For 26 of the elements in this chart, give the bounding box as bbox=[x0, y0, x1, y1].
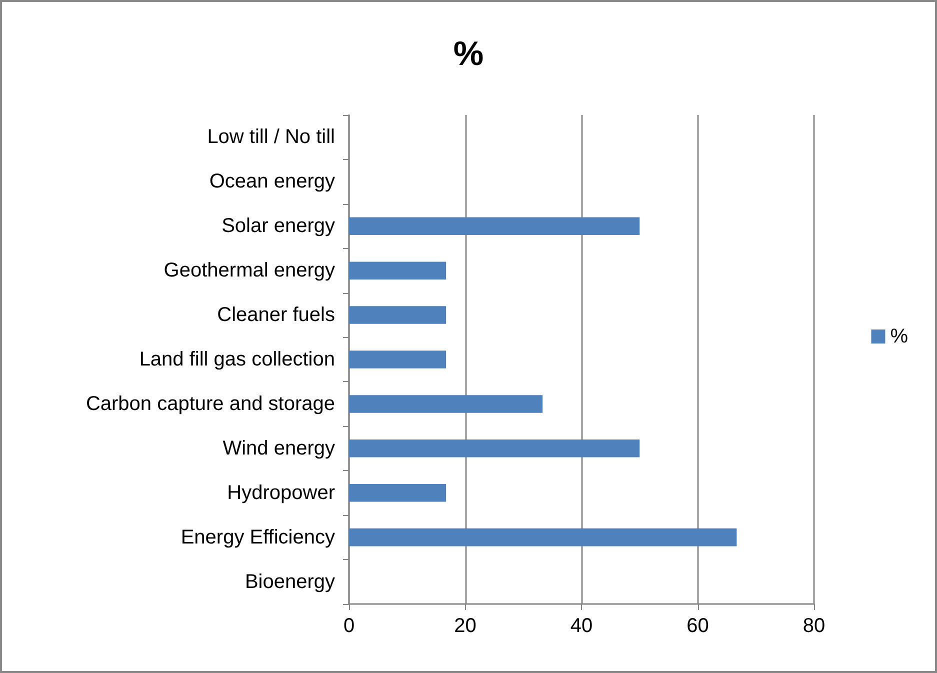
y-tick-label: Bioenergy bbox=[244, 570, 335, 593]
bar bbox=[349, 440, 640, 458]
bar bbox=[349, 484, 446, 502]
bar bbox=[349, 306, 446, 324]
y-tick-label: Solar energy bbox=[222, 215, 335, 238]
x-tick-label: 0 bbox=[343, 615, 355, 637]
bar bbox=[349, 395, 543, 413]
y-tick-label: Geothermal energy bbox=[164, 260, 335, 282]
x-tick-label: 20 bbox=[454, 615, 476, 637]
y-tick-label: Cleaner fuels bbox=[217, 304, 335, 326]
x-tick-label: 60 bbox=[686, 615, 709, 637]
legend-label: % bbox=[890, 326, 908, 348]
y-tick-label: Land fill gas collection bbox=[139, 348, 335, 370]
bar bbox=[349, 262, 446, 280]
chart-title: % bbox=[453, 35, 484, 73]
y-tick-label: Low till / No till bbox=[207, 126, 335, 148]
x-tick-label: 80 bbox=[802, 615, 826, 637]
y-tick-label: Hydropower bbox=[227, 482, 336, 504]
y-tick-label: Wind energy bbox=[222, 437, 335, 460]
y-tick-label: Energy Efficiency bbox=[180, 526, 335, 548]
y-tick-label: Ocean energy bbox=[209, 170, 335, 193]
bar bbox=[349, 528, 737, 546]
x-tick-label: 40 bbox=[570, 615, 593, 637]
y-tick-label: Carbon capture and storage bbox=[86, 392, 335, 415]
bar bbox=[349, 217, 640, 236]
bar bbox=[349, 350, 446, 368]
